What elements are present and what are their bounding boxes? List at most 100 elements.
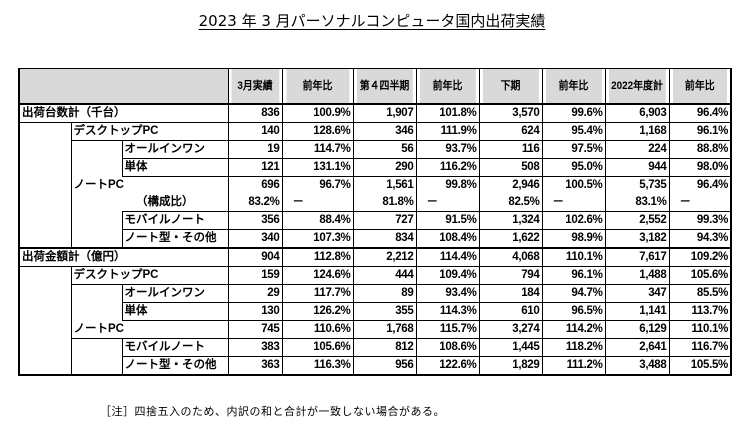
header-yoy: 前年比 xyxy=(285,68,350,105)
value-cell: 812 xyxy=(352,338,417,357)
label-cell: （構成比） xyxy=(122,194,228,212)
value-cell: 1,768 xyxy=(352,320,417,339)
yoy-cell: 100.5% xyxy=(541,176,606,194)
value-cell: 356 xyxy=(227,211,283,230)
yoy-cell: 98.0% xyxy=(668,158,732,177)
table-row: モバイルノート 356 88.4% 727 91.5% 1,324 102.6% 2,552 9… xyxy=(18,211,732,230)
header-yoy: 前年比 xyxy=(418,68,477,105)
table-row: ノートPC 696 96.7% 1,561 99.8% 2,946 100.5% 5,735 9… xyxy=(18,176,732,194)
yoy-cell: 116.3% xyxy=(281,356,354,376)
value-cell: 89 xyxy=(352,284,417,303)
yoy-cell: 108.6% xyxy=(415,338,480,357)
value-cell: 1,168 xyxy=(604,122,670,141)
yoy-cell: － xyxy=(541,194,606,212)
label-cell xyxy=(18,338,71,357)
label-cell xyxy=(18,229,71,249)
yoy-cell: 105.6% xyxy=(281,338,354,357)
value-cell: 2,946 xyxy=(478,176,543,194)
yoy-cell: 102.6% xyxy=(541,211,606,230)
value-cell: 83.2% xyxy=(227,194,283,212)
value-cell: 290 xyxy=(352,158,417,177)
footnote: ［注］四捨五入のため、内訳の和と合計が一致しない場合がある。 xyxy=(100,405,445,418)
header-march-actual: 3月実績 xyxy=(230,68,280,105)
row-label: モバイルノート xyxy=(124,341,206,353)
label-cell xyxy=(18,284,71,303)
row-label: デスクトップPC xyxy=(73,125,159,137)
row-label: ノート型・その他 xyxy=(124,359,217,371)
yoy-cell: 131.1% xyxy=(281,158,354,177)
yoy-cell: 99.3% xyxy=(668,211,732,230)
label-cell xyxy=(70,229,122,249)
yoy-cell: 94.3% xyxy=(668,229,732,249)
table-row: 出荷台数計（千台） 836 100.9% 1,907 101.8% 3,570 99.6% 6… xyxy=(18,104,732,123)
value-cell: 696 xyxy=(227,176,283,194)
value-cell: 4,068 xyxy=(478,248,543,267)
yoy-cell: 107.3% xyxy=(281,229,354,249)
value-cell: 836 xyxy=(227,104,283,123)
yoy-cell: 99.8% xyxy=(415,176,480,194)
value-cell: 745 xyxy=(227,320,283,339)
yoy-cell: 109.2% xyxy=(668,248,732,267)
value-cell: 19 xyxy=(227,140,283,159)
label-cell xyxy=(70,211,122,230)
yoy-cell: 117.7% xyxy=(281,284,354,303)
row-label: （構成比） xyxy=(136,196,194,208)
label-cell xyxy=(70,284,122,303)
row-label: モバイルノート xyxy=(124,214,206,226)
yoy-cell: 124.6% xyxy=(281,266,354,285)
yoy-cell: 112.8% xyxy=(281,248,354,267)
label-cell: ノートPC xyxy=(70,176,228,194)
yoy-cell: 128.6% xyxy=(281,122,354,141)
value-cell: 794 xyxy=(478,266,543,285)
value-cell: 834 xyxy=(352,229,417,249)
value-cell: 347 xyxy=(604,284,670,303)
label-cell xyxy=(18,356,71,376)
header-yoy: 前年比 xyxy=(671,68,729,105)
yoy-cell: 99.6% xyxy=(541,104,606,123)
row-label: ノートPC xyxy=(73,323,124,335)
yoy-cell: 88.8% xyxy=(668,140,732,159)
value-cell: 140 xyxy=(227,122,283,141)
row-label: 出荷台数計（千台） xyxy=(22,107,126,119)
yoy-cell: 118.2% xyxy=(541,338,606,357)
yoy-cell: 115.7% xyxy=(415,320,480,339)
value-cell: 1,445 xyxy=(478,338,543,357)
value-cell: 5,735 xyxy=(604,176,670,194)
label-cell: ノート型・その他 xyxy=(121,356,228,376)
table-row: ノート型・その他 340 107.3% 834 108.4% 1,622 98.9% 3,18… xyxy=(18,229,732,249)
label-cell xyxy=(70,194,122,212)
value-cell: 224 xyxy=(604,140,670,159)
value-cell: 29 xyxy=(227,284,283,303)
label-cell xyxy=(18,211,71,230)
label-cell xyxy=(18,122,71,141)
yoy-cell: 95.0% xyxy=(541,158,606,177)
value-cell: 610 xyxy=(478,302,543,321)
yoy-cell: 85.5% xyxy=(668,284,732,303)
yoy-cell: 97.5% xyxy=(541,140,606,159)
yoy-cell: 94.7% xyxy=(541,284,606,303)
row-label: ノート型・その他 xyxy=(124,232,217,244)
value-cell: 6,903 xyxy=(604,104,670,123)
label-cell xyxy=(18,140,71,159)
label-cell xyxy=(18,302,71,321)
yoy-cell: 96.4% xyxy=(668,104,732,123)
value-cell: 956 xyxy=(352,356,417,376)
label-cell xyxy=(18,176,71,194)
value-cell: 3,570 xyxy=(478,104,543,123)
value-cell: 727 xyxy=(352,211,417,230)
label-cell: モバイルノート xyxy=(121,211,228,230)
value-cell: 355 xyxy=(352,302,417,321)
value-cell: 1,829 xyxy=(478,356,543,376)
yoy-cell: 93.4% xyxy=(415,284,480,303)
label-cell: モバイルノート xyxy=(121,338,228,357)
label-cell xyxy=(18,194,71,212)
yoy-cell: 114.3% xyxy=(415,302,480,321)
table-row: 単体 121 131.1% 290 116.2% 508 95.0% 944 98.0% xyxy=(18,158,732,177)
yoy-cell: 116.7% xyxy=(668,338,732,357)
yoy-cell: 93.7% xyxy=(415,140,480,159)
value-cell: 6,129 xyxy=(604,320,670,339)
yoy-cell: 109.4% xyxy=(415,266,480,285)
row-label: 単体 xyxy=(124,305,148,317)
value-cell: 116 xyxy=(478,140,543,159)
label-cell xyxy=(18,266,71,285)
